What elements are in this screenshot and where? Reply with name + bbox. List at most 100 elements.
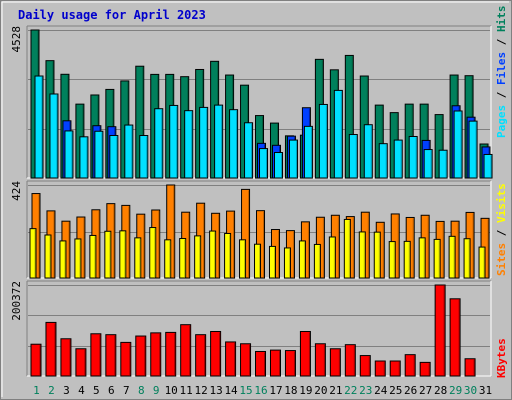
kbytes-bar	[60, 338, 72, 377]
day-tick-label: 29	[449, 384, 462, 397]
kbytes-bar	[344, 344, 356, 377]
legend-files: Files	[495, 52, 508, 85]
sites-bar	[119, 230, 127, 279]
kbytes-bar	[284, 350, 296, 377]
legend-top: Pages / Files / Hits	[495, 6, 508, 139]
pages-bar	[199, 106, 209, 179]
sites-bar	[463, 238, 471, 279]
sites-bar	[418, 237, 426, 279]
kbytes-bar	[434, 284, 446, 377]
sites-bar	[478, 246, 486, 279]
sites-bar	[373, 231, 381, 279]
day-tick-label: 15	[239, 384, 252, 397]
y-max-label: 200372	[10, 281, 23, 321]
day-tick-label: 16	[254, 384, 267, 397]
legend-kbytes: KBytes	[495, 338, 508, 378]
sites-bar	[209, 230, 217, 279]
kbytes-bar	[255, 350, 267, 377]
kbytes-bar	[120, 341, 132, 377]
day-tick-label: 26	[404, 384, 417, 397]
kbytes-bar	[195, 334, 207, 377]
day-tick-label: 20	[314, 384, 327, 397]
sites-bar	[29, 228, 37, 279]
sites-bar	[254, 243, 262, 279]
day-tick-label: 8	[138, 384, 145, 397]
sites-bar	[403, 240, 411, 279]
pages-bar	[154, 108, 164, 179]
pages-bar	[214, 104, 224, 179]
kbytes-bar	[225, 341, 237, 377]
pages-bar	[79, 136, 89, 179]
legend-sites: Sites	[495, 243, 508, 276]
legend-pages: Pages	[495, 105, 508, 138]
pages-bar	[408, 135, 418, 179]
sites-bar	[44, 234, 52, 279]
day-tick-label: 19	[299, 384, 312, 397]
day-tick-label: 11	[180, 384, 193, 397]
pages-bar	[348, 134, 358, 179]
day-tick-label: 21	[329, 384, 342, 397]
kbytes-bar	[45, 321, 57, 377]
day-tick-label: 13	[209, 384, 222, 397]
legend-hits: Hits	[495, 6, 508, 33]
sites-bar	[268, 245, 276, 279]
pages-bar	[438, 149, 448, 179]
day-tick-label: 5	[93, 384, 100, 397]
kbytes-bar	[180, 324, 192, 377]
kbytes-bar	[314, 343, 326, 377]
sites-bar	[74, 238, 82, 279]
kbytes-bar	[404, 354, 416, 377]
sites-bar	[59, 240, 67, 279]
pages-bar	[49, 93, 59, 179]
pages-bar	[169, 104, 179, 179]
sites-bar	[239, 239, 247, 279]
day-tick-label: 23	[359, 384, 372, 397]
sites-bar	[433, 238, 441, 279]
day-tick-label: 9	[153, 384, 160, 397]
day-tick-label: 6	[108, 384, 115, 397]
day-tick-label: 3	[63, 384, 70, 397]
kbytes-bar	[449, 298, 461, 377]
sites-bar	[343, 218, 351, 279]
sites-bar	[104, 230, 112, 279]
kbytes-bar	[374, 360, 386, 377]
kbytes-bar	[150, 332, 162, 377]
day-tick-label: 30	[464, 384, 477, 397]
legend-middle: Sites / Visits	[495, 183, 508, 276]
pages-bar	[259, 148, 269, 179]
sites-bar	[164, 239, 172, 279]
day-tick-label: 27	[419, 384, 432, 397]
chart-title: Daily usage for April 2023	[18, 8, 206, 22]
pages-bar	[109, 135, 119, 179]
day-tick-label: 25	[389, 384, 402, 397]
kbytes-bar	[269, 349, 281, 377]
pages-bar	[318, 103, 328, 179]
legend-bottom: KBytes	[495, 338, 508, 378]
sites-bar	[388, 241, 396, 279]
kbytes-bar	[30, 343, 42, 377]
kbytes-bar	[75, 348, 87, 377]
y-max-label: 424	[10, 181, 23, 201]
sites-bar	[89, 234, 97, 279]
legend-visits: Visits	[495, 183, 508, 223]
kbytes-bar	[359, 355, 371, 377]
sites-bar	[298, 240, 306, 279]
day-tick-label: 17	[269, 384, 282, 397]
day-tick-label: 24	[374, 384, 388, 397]
kbytes-bar	[135, 335, 147, 377]
kbytes-bar	[389, 360, 401, 377]
pages-bar	[184, 110, 194, 179]
pages-bar	[483, 153, 493, 179]
sites-bar	[134, 237, 142, 279]
kbytes-bar	[240, 343, 252, 377]
day-tick-label: 4	[78, 384, 85, 397]
pages-bar	[378, 143, 388, 179]
day-tick-label: 12	[195, 384, 208, 397]
day-tick-label: 31	[479, 384, 492, 397]
pages-bar	[34, 75, 44, 179]
sites-bar	[313, 243, 321, 279]
day-tick-label: 2	[48, 384, 55, 397]
day-tick-label: 7	[123, 384, 130, 397]
